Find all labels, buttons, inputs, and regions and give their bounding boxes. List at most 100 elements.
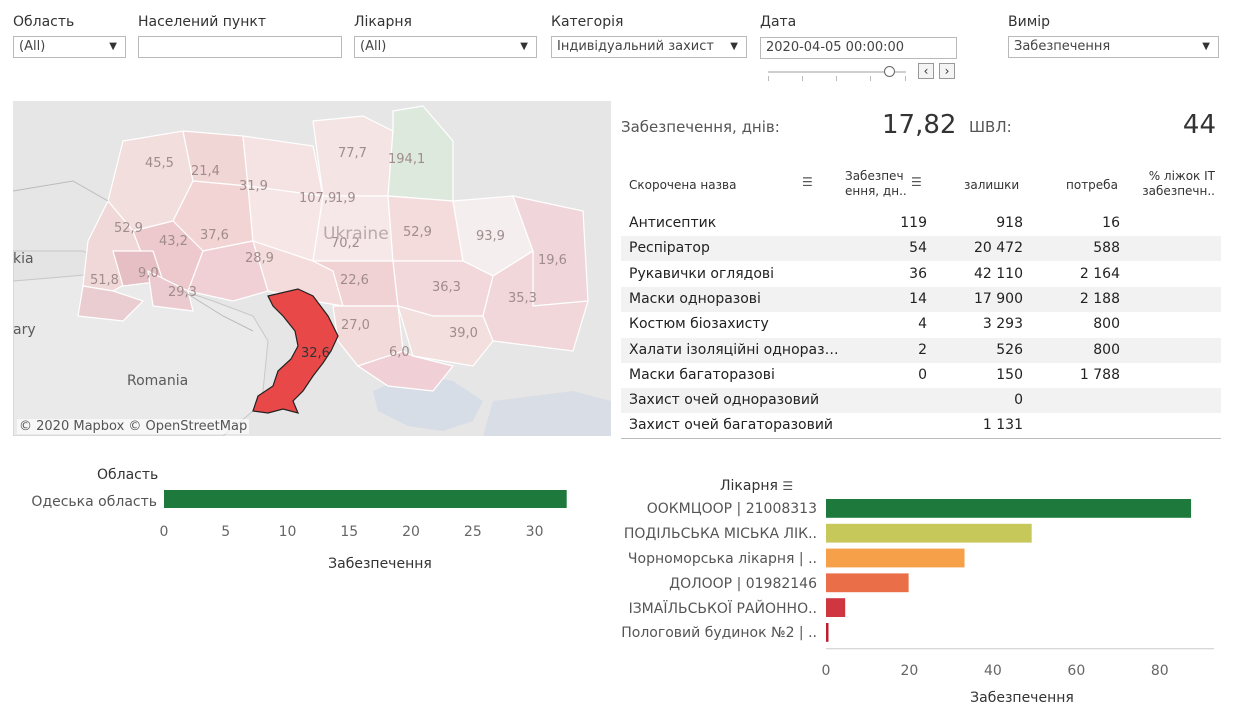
map-place-partial: ary xyxy=(13,322,36,338)
cell-name: Маски одноразові xyxy=(629,290,761,307)
bar[interactable] xyxy=(826,499,1192,518)
category-label[interactable]: ІЗМАЇЛЬСЬКОЇ РАЙОННО.. xyxy=(628,600,817,617)
map-region[interactable] xyxy=(356,350,455,392)
category-label[interactable]: ДОЛООР | 01982146 xyxy=(669,575,817,592)
column-header-icu-line1: % ліжок IT xyxy=(1148,169,1215,183)
cell-name: Антисептик xyxy=(629,215,717,231)
date-next-button[interactable]: › xyxy=(939,63,955,79)
choropleth-map[interactable]: 45,5 21,4 77,7 194,1 31,9 107,9 1,9 52,9… xyxy=(13,101,611,436)
cell-stock: 1 131 xyxy=(982,417,1023,434)
slider-tick xyxy=(836,76,837,81)
column-header-stock[interactable]: залишки xyxy=(964,178,1020,192)
slider-tick xyxy=(768,76,769,81)
cell-need: 2 164 xyxy=(1079,265,1120,282)
table-body: Антисептик 119 918 16 Респіратор 54 20 472 588 Р… xyxy=(621,211,1221,439)
column-header-supply[interactable]: Забезпеч ення, дн.. xyxy=(845,169,907,199)
measure-dropdown-value: Забезпечення xyxy=(1014,39,1111,54)
bar[interactable] xyxy=(826,598,846,617)
category-dropdown-value: Індивідуальний захист xyxy=(557,39,714,54)
chevron-right-icon: › xyxy=(944,64,950,78)
table-row[interactable]: Халати ізоляційні одноразові 2 526 800 xyxy=(621,337,1221,363)
x-tick-label: 60 xyxy=(1067,663,1085,678)
slider-handle[interactable] xyxy=(884,66,896,77)
chevron-down-icon: ▼ xyxy=(109,41,117,52)
bar[interactable] xyxy=(826,573,909,593)
table-row[interactable]: Респіратор 54 20 472 588 xyxy=(621,236,1221,262)
category-label[interactable]: Пологовий будинок №2 | .. xyxy=(621,625,817,642)
hospital-bar-chart: 0 20 40 60 80 xyxy=(822,499,1214,678)
category-label[interactable]: ООКМЦООР | 21008313 xyxy=(646,501,817,518)
slider-tick xyxy=(870,76,871,81)
table-row[interactable]: Костюм біозахисту 4 3 293 800 xyxy=(621,312,1221,337)
date-input[interactable]: 2020-04-05 00:00:00 xyxy=(760,37,957,59)
filter-label-date: Дата xyxy=(760,14,797,30)
map-value-label: 37,6 xyxy=(200,228,229,243)
map-region[interactable] xyxy=(187,240,269,302)
cell-name: Захист очей одноразовий xyxy=(629,392,820,409)
sort-icon[interactable]: ☰ xyxy=(782,479,794,493)
column-header-supply-line2: ення, дн.. xyxy=(845,184,907,198)
table-row[interactable]: Антисептик 119 918 16 xyxy=(621,211,1221,236)
cell-need: 2 188 xyxy=(1079,290,1120,307)
cell-supply: 4 xyxy=(918,316,927,333)
map-value-label: 51,8 xyxy=(90,273,119,288)
hospital-chart-header: Лікарня ☰ xyxy=(720,478,793,494)
category-label[interactable]: ПОДІЛЬСЬКА МІСЬКА ЛІК.. xyxy=(623,526,817,543)
category-label[interactable]: Одеська область xyxy=(31,494,157,510)
map-region[interactable] xyxy=(77,285,145,322)
hospital-dropdown[interactable]: (All) ▼ xyxy=(354,36,537,58)
bar[interactable] xyxy=(826,523,1032,543)
map-value-label: 52,9 xyxy=(403,225,432,240)
map-region-highlighted[interactable] xyxy=(252,288,339,414)
country-border xyxy=(182,290,254,332)
map-value-label: 19,6 xyxy=(538,253,567,268)
oblast-dropdown[interactable]: (All) ▼ xyxy=(13,36,126,58)
cell-need: 1 788 xyxy=(1079,366,1120,383)
sort-icon[interactable]: ☰ xyxy=(911,175,922,189)
map-canvas: 45,5 21,4 77,7 194,1 31,9 107,9 1,9 52,9… xyxy=(13,101,611,436)
x-tick-label: 10 xyxy=(279,524,297,540)
date-slider[interactable] xyxy=(768,64,908,81)
x-tick-label: 30 xyxy=(526,524,544,540)
map-value-label: 93,9 xyxy=(476,229,505,244)
cell-stock: 918 xyxy=(996,215,1023,231)
cell-stock: 3 293 xyxy=(982,316,1023,333)
map-value-label-highlighted: 32,6 xyxy=(301,346,330,361)
x-tick-label: 0 xyxy=(160,524,168,540)
cell-stock: 150 xyxy=(996,366,1023,383)
table-row[interactable]: Рукавички оглядові 36 42 110 2 164 xyxy=(621,262,1221,287)
category-dropdown[interactable]: Індивідуальний захист ▼ xyxy=(551,36,747,58)
cell-name: Халати ізоляційні одноразові xyxy=(629,341,839,358)
hospital-chart-xlabel: Забезпечення xyxy=(970,690,1074,706)
column-header-icu-line2: забезпечн.. xyxy=(1142,184,1215,198)
slider-track xyxy=(768,71,906,73)
date-prev-button[interactable]: ‹ xyxy=(918,63,934,79)
map-value-label: 1,9 xyxy=(335,191,356,206)
table-row[interactable]: Захист очей багаторазовий 1 131 xyxy=(621,413,1221,438)
bar[interactable] xyxy=(826,623,829,642)
sort-icon[interactable]: ☰ xyxy=(802,175,813,189)
column-header-icu[interactable]: % ліжок IT забезпечн.. xyxy=(1139,169,1215,199)
filter-label-measure: Вимір xyxy=(1008,14,1051,30)
column-header-name[interactable]: Скорочена назва xyxy=(629,178,737,192)
supplies-table: Скорочена назва ☰ Забезпеч ення, дн.. ☰ … xyxy=(621,160,1221,440)
cell-stock: 17 900 xyxy=(974,290,1023,307)
settlement-input[interactable] xyxy=(138,36,342,58)
x-tick-label: 20 xyxy=(901,663,919,678)
kpi-ventilator-label: ШВЛ: xyxy=(969,118,1012,136)
map-place-romania: Romania xyxy=(127,373,188,389)
cell-supply: 14 xyxy=(909,290,927,307)
table-row[interactable]: Маски одноразові 14 17 900 2 188 xyxy=(621,286,1221,312)
x-tick-label: 15 xyxy=(340,524,358,540)
map-region[interactable] xyxy=(147,269,194,312)
measure-dropdown[interactable]: Забезпечення ▼ xyxy=(1008,36,1219,58)
bar[interactable] xyxy=(826,548,965,568)
table-row[interactable]: Захист очей одноразовий 0 xyxy=(621,388,1221,414)
map-value-label: 39,0 xyxy=(449,326,478,341)
table-bottom-border xyxy=(621,438,1221,439)
column-header-need[interactable]: потреба xyxy=(1066,178,1118,192)
bar[interactable] xyxy=(164,490,567,508)
category-label[interactable]: Чорноморська лікарня | .. xyxy=(627,551,817,567)
map-value-label: 29,3 xyxy=(168,285,197,300)
table-row[interactable]: Маски багаторазові 0 150 1 788 xyxy=(621,363,1221,388)
